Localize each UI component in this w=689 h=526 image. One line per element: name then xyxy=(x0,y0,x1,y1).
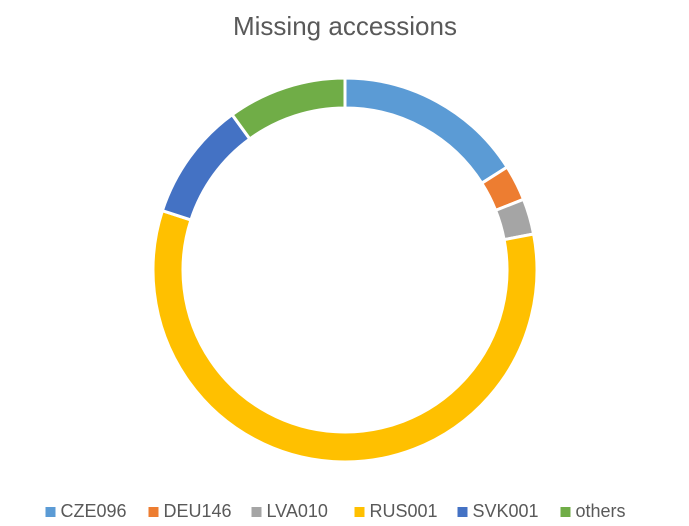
legend-swatch xyxy=(45,507,56,517)
donut-slice xyxy=(343,76,510,186)
legend-swatch xyxy=(560,507,571,517)
legend-label: DEU146 xyxy=(164,501,232,521)
legend-swatch xyxy=(251,507,262,517)
legend-label: LVA010 xyxy=(267,501,328,521)
legend-label: RUS001 xyxy=(370,501,438,521)
legend-swatch xyxy=(457,507,468,517)
legend-label: SVK001 xyxy=(473,501,539,521)
legend-label: CZE096 xyxy=(61,501,127,521)
legend-label: others xyxy=(576,501,626,521)
donut-slice xyxy=(151,208,539,464)
chart-title: Missing accessions xyxy=(233,11,457,41)
donut-slice xyxy=(160,112,252,222)
legend-swatch xyxy=(354,507,365,517)
donut-slice xyxy=(230,76,347,142)
legend-swatch xyxy=(148,507,159,517)
